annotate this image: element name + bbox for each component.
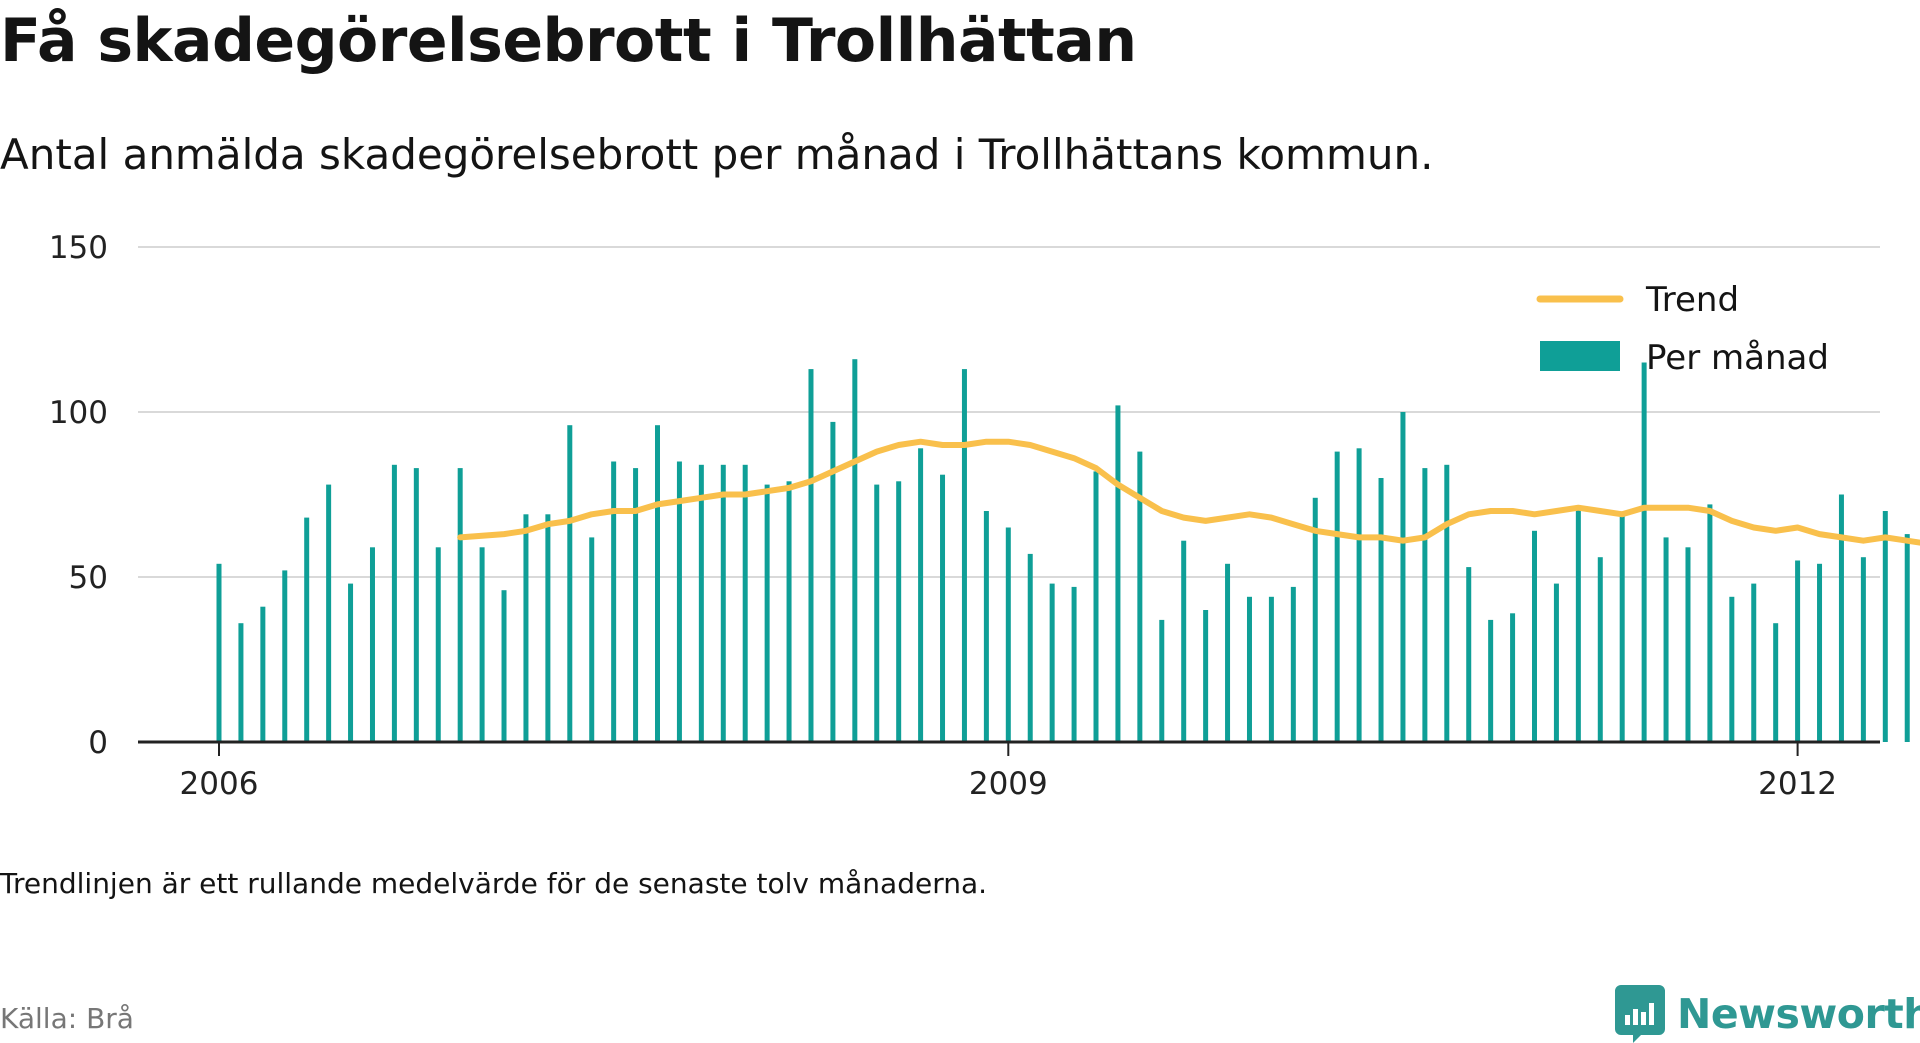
bar bbox=[545, 514, 550, 742]
bar bbox=[1247, 597, 1252, 742]
bar bbox=[370, 547, 375, 742]
bar bbox=[589, 537, 594, 742]
bar bbox=[1729, 597, 1734, 742]
bar bbox=[326, 485, 331, 742]
bar bbox=[1357, 448, 1362, 742]
source-label: Källa: Brå bbox=[0, 1002, 134, 1035]
bar bbox=[1422, 468, 1427, 742]
bar bbox=[655, 425, 660, 742]
bar bbox=[1685, 547, 1690, 742]
bar bbox=[1576, 508, 1581, 742]
bar bbox=[896, 481, 901, 742]
x-tick-label: 2012 bbox=[1758, 766, 1837, 802]
bar bbox=[1050, 584, 1055, 742]
bar bbox=[1269, 597, 1274, 742]
bar bbox=[1795, 561, 1800, 743]
bar bbox=[1379, 478, 1384, 742]
bar bbox=[260, 607, 265, 742]
y-axis-ticks: 0 50 100 150 bbox=[49, 230, 108, 761]
newsworthy-logo-icon bbox=[1615, 985, 1665, 1043]
bar bbox=[436, 547, 441, 742]
bar bbox=[721, 465, 726, 742]
legend-swatch-per-manad bbox=[1540, 341, 1620, 371]
bar bbox=[1839, 495, 1844, 743]
bar bbox=[1466, 567, 1471, 742]
bar bbox=[1773, 623, 1778, 742]
bar bbox=[1203, 610, 1208, 742]
bar bbox=[217, 564, 222, 742]
bar bbox=[1006, 528, 1011, 743]
bar bbox=[1094, 471, 1099, 742]
bar bbox=[1620, 514, 1625, 742]
bar bbox=[1905, 534, 1910, 742]
bar bbox=[1115, 405, 1120, 742]
bar bbox=[304, 518, 309, 742]
bar bbox=[1335, 452, 1340, 742]
bar bbox=[1554, 584, 1559, 742]
bar bbox=[523, 514, 528, 742]
bar bbox=[1861, 557, 1866, 742]
chart-footnote: Trendlinjen är ett rullande medelvärde f… bbox=[0, 867, 987, 900]
legend-label-per-manad: Per månad bbox=[1646, 338, 1829, 378]
bar bbox=[480, 547, 485, 742]
bar bbox=[1028, 554, 1033, 742]
bar bbox=[458, 468, 463, 742]
y-tick-label: 150 bbox=[49, 230, 108, 266]
legend: Trend Per månad bbox=[1540, 280, 1829, 378]
bar bbox=[1072, 587, 1077, 742]
bar bbox=[1707, 504, 1712, 742]
bar bbox=[1598, 557, 1603, 742]
bar bbox=[1664, 537, 1669, 742]
bar bbox=[787, 481, 792, 742]
bar bbox=[1225, 564, 1230, 742]
bar bbox=[1642, 363, 1647, 743]
legend-label-trend: Trend bbox=[1645, 280, 1739, 320]
bar bbox=[1488, 620, 1493, 742]
bar bbox=[765, 485, 770, 742]
bar bbox=[567, 425, 572, 742]
bar bbox=[1291, 587, 1296, 742]
bar bbox=[1400, 412, 1405, 742]
bar bbox=[984, 511, 989, 742]
y-tick-label: 50 bbox=[69, 560, 108, 596]
y-tick-label: 0 bbox=[88, 725, 108, 761]
bar bbox=[1313, 498, 1318, 742]
x-tick-label: 2009 bbox=[969, 766, 1048, 802]
bar bbox=[414, 468, 419, 742]
bar bbox=[611, 462, 616, 743]
x-axis-ticks: 2006200920122015201820212024 bbox=[180, 742, 1920, 802]
bar bbox=[940, 475, 945, 742]
bar bbox=[502, 590, 507, 742]
bar bbox=[918, 448, 923, 742]
bar bbox=[238, 623, 243, 742]
bar bbox=[1883, 511, 1888, 742]
bar bbox=[348, 584, 353, 742]
bar bbox=[1159, 620, 1164, 742]
bar bbox=[743, 465, 748, 742]
bar bbox=[1444, 465, 1449, 742]
x-tick-label: 2006 bbox=[180, 766, 259, 802]
y-tick-label: 100 bbox=[49, 395, 108, 431]
newsworthy-logo[interactable]: Newsworthy bbox=[1615, 985, 1920, 1043]
bar bbox=[874, 485, 879, 742]
bar bbox=[282, 570, 287, 742]
bar bbox=[808, 369, 813, 742]
bar bbox=[852, 359, 857, 742]
bar bbox=[962, 369, 967, 742]
bar bbox=[392, 465, 397, 742]
bar bbox=[1817, 564, 1822, 742]
bar bbox=[699, 465, 704, 742]
bar bbox=[1751, 584, 1756, 742]
brand-name: Newsworthy bbox=[1677, 990, 1920, 1038]
bar bbox=[1181, 541, 1186, 742]
bar bbox=[1510, 613, 1515, 742]
bars bbox=[217, 343, 1920, 742]
bar bbox=[1532, 531, 1537, 742]
